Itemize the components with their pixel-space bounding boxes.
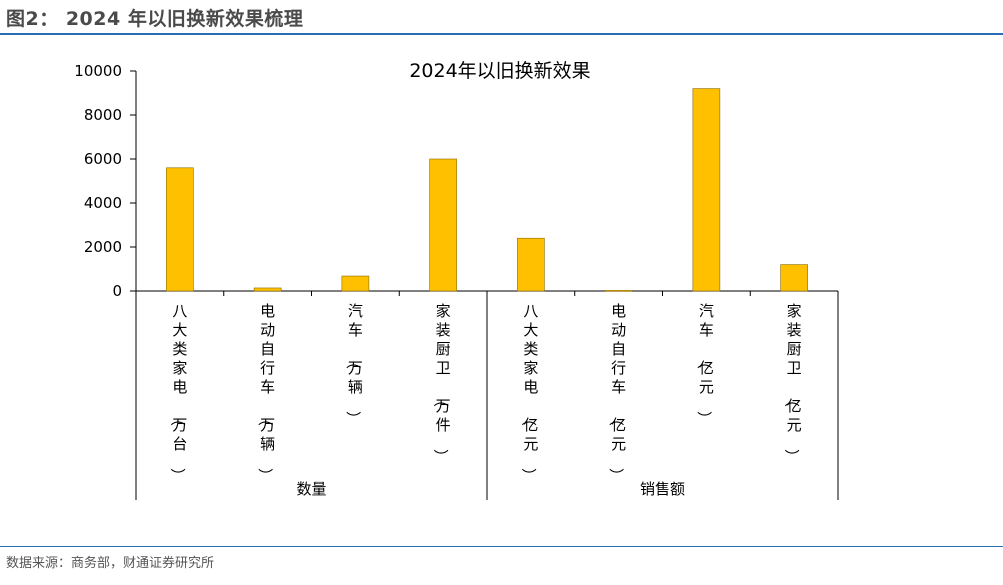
chart-axes: 0 2000 4000 6000 8000 10000 <box>74 62 839 500</box>
bar <box>166 167 194 292</box>
chart-bars <box>166 88 808 292</box>
bar <box>517 237 545 292</box>
x-category-label: 八大类家电（万台） <box>168 302 187 483</box>
y-tick-label: 2000 <box>84 238 122 256</box>
y-tick-label: 10000 <box>74 62 122 80</box>
x-category-label: 汽车（亿元） <box>695 302 714 426</box>
bar-chart: 2024年以旧换新效果 0 2000 4000 6000 8000 10000 八大类家电… <box>74 60 839 500</box>
bar <box>429 158 457 292</box>
bar <box>692 88 721 292</box>
y-tick-label: 0 <box>112 282 122 300</box>
x-category-label: 家装厨卫（万件） <box>432 302 451 464</box>
bar <box>341 275 370 292</box>
x-category-label: 电动自行车（万辆） <box>256 302 275 483</box>
chart-title: 2024年以旧换新效果 <box>409 60 590 82</box>
x-category-label: 汽车（万辆） <box>344 302 363 426</box>
bar <box>604 290 633 292</box>
x-group-label: 数量 <box>296 480 326 498</box>
y-tick-label: 4000 <box>84 194 122 212</box>
x-category-label: 电动自行车（亿元） <box>607 302 626 483</box>
x-category-label: 家装厨卫（亿元） <box>783 302 802 464</box>
bottom-divider <box>0 546 1003 547</box>
bar <box>253 287 282 292</box>
bar <box>780 264 808 292</box>
x-group-label: 销售额 <box>640 480 685 498</box>
source-note: 数据来源：商务部，财通证券研究所 <box>6 556 215 571</box>
chart-category-labels: 八大类家电（万台） 电动自行车（万辆） 汽车（万辆） 家装厨卫（万件） 八大类家电（亿元… <box>168 302 801 498</box>
y-tick-label: 6000 <box>84 150 122 168</box>
top-divider <box>0 33 1003 35</box>
figure-title: 图2： 2024 年以旧换新效果梳理 <box>6 8 304 30</box>
y-tick-label: 8000 <box>84 106 122 124</box>
x-category-label: 八大类家电（亿元） <box>519 302 538 483</box>
